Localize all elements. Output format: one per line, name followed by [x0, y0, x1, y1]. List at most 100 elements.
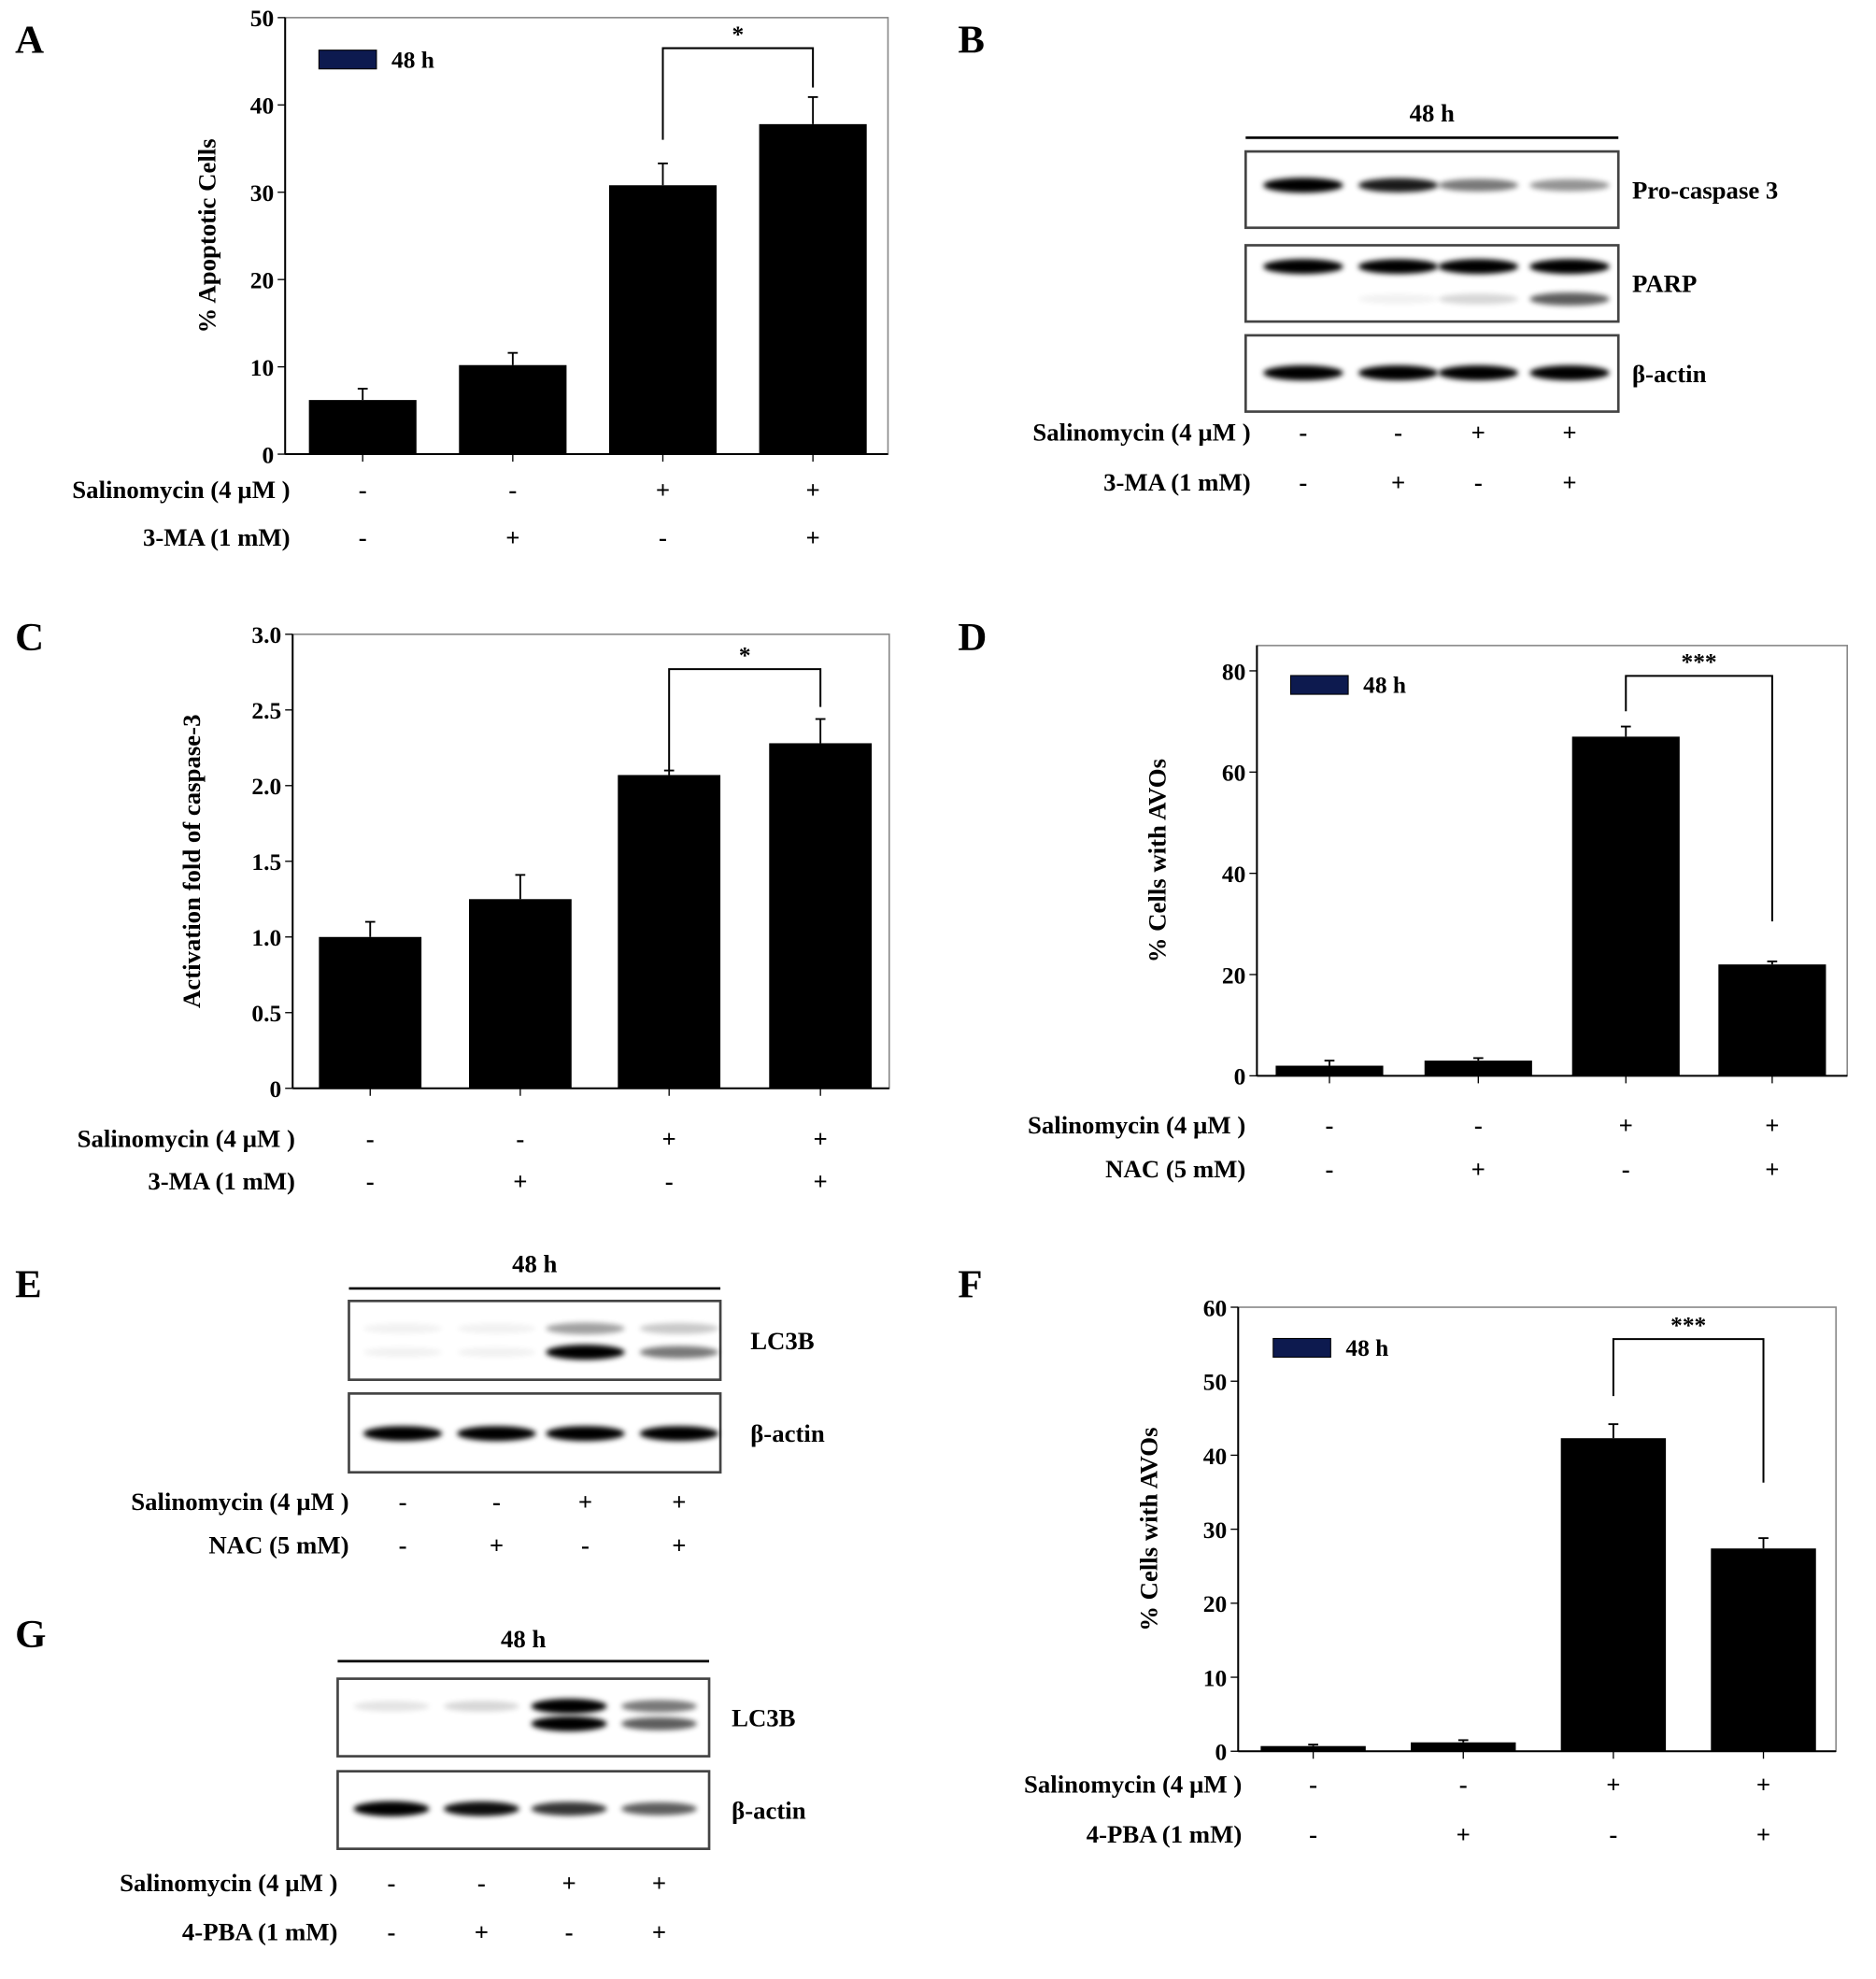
y-tick-label: 20 [1222, 961, 1245, 989]
treatment-mark: - [1459, 1770, 1468, 1798]
y-tick-label: 20 [1203, 1590, 1227, 1617]
treatment-label: 4-PBA (1 mM) [182, 1917, 338, 1945]
treatment-mark: + [1471, 418, 1485, 446]
significance-label: * [739, 641, 751, 668]
blot-band [353, 1701, 430, 1712]
treatment-mark: + [1391, 468, 1405, 496]
bar [469, 899, 572, 1089]
treatment-mark: - [477, 1869, 486, 1897]
treatment-mark: + [1756, 1770, 1770, 1798]
blot-band [1357, 293, 1439, 305]
treatment-mark: + [1765, 1111, 1779, 1139]
treatment-mark: - [366, 1167, 375, 1195]
panel-label: G [15, 1613, 46, 1657]
chart-panel-F: F 0 10 20 30 40 50 60 % Cells with AVOs 48 h *** Sa… [958, 1262, 1837, 1848]
protein-label: β-actin [1632, 360, 1707, 388]
blot-band [639, 1345, 719, 1359]
y-tick-label: 0 [262, 441, 274, 468]
treatment-label: Salinomycin (4 µM ) [131, 1488, 348, 1516]
blot-header: 48 h [501, 1625, 546, 1653]
significance-bracket [661, 47, 815, 140]
treatment-mark: - [388, 1869, 396, 1897]
treatment-mark: - [581, 1531, 590, 1559]
blot-header: 48 h [1410, 99, 1455, 127]
panel-label: E [15, 1262, 42, 1306]
treatment-mark: + [1619, 1111, 1633, 1139]
treatment-label: 4-PBA (1 mM) [1087, 1820, 1243, 1848]
bar [1711, 1548, 1816, 1752]
chart-panel-C: C 0 0.5 1.0 1.5 2.0 2.5 3.0 Activation fold of c… [15, 616, 890, 1195]
panel-label: A [15, 18, 44, 62]
treatment-mark: + [1471, 1155, 1485, 1183]
bar [759, 123, 867, 455]
blot-band [353, 1801, 430, 1816]
treatment-mark: - [1326, 1111, 1334, 1139]
y-tick-label: 0 [1234, 1063, 1246, 1090]
blot-band [457, 1346, 536, 1358]
treatment-mark: + [672, 1488, 686, 1516]
chart-panel-A: A 0 10 20 30 40 50 % Apoptotic Cells 48 h * Salino… [15, 5, 889, 551]
panel-label: F [958, 1262, 982, 1306]
treatment-mark: - [1299, 418, 1307, 446]
treatment-mark: + [1606, 1770, 1620, 1798]
blot-band [620, 1801, 697, 1815]
treatment-mark: - [359, 476, 367, 504]
blot-band [531, 1699, 607, 1715]
blot-band [546, 1345, 625, 1360]
bar [319, 936, 422, 1089]
treatment-mark: + [806, 523, 820, 551]
blot-box [1244, 244, 1620, 323]
y-tick-label: 10 [1203, 1664, 1227, 1691]
treatment-label: 3-MA (1 mM) [1103, 468, 1251, 496]
y-tick-label: 60 [1203, 1294, 1227, 1321]
treatment-mark: + [672, 1531, 686, 1559]
treatment-mark: - [1326, 1155, 1334, 1183]
y-tick-label: 0.5 [251, 1000, 281, 1027]
panel-label: C [15, 616, 44, 660]
significance-bracket [1625, 675, 1773, 922]
treatment-mark: + [1562, 468, 1576, 496]
treatment-mark: + [1765, 1155, 1779, 1183]
significance-bracket [668, 668, 822, 771]
protein-label: β-actin [750, 1419, 825, 1447]
protein-label: β-actin [732, 1797, 806, 1825]
y-tick-label: 60 [1222, 760, 1245, 787]
blot-band [546, 1322, 625, 1335]
treatment-mark: - [399, 1531, 407, 1559]
bar [769, 743, 873, 1089]
y-tick-label: 30 [1203, 1516, 1227, 1544]
protein-label: LC3B [732, 1703, 796, 1731]
treatment-mark: - [492, 1488, 501, 1516]
legend-swatch [318, 50, 377, 70]
y-tick-label: 40 [1203, 1443, 1227, 1470]
bar [459, 364, 567, 455]
treatment-mark: + [814, 1125, 828, 1153]
treatment-mark: + [652, 1869, 666, 1897]
treatment-mark: + [578, 1488, 592, 1516]
bar [1275, 1065, 1384, 1076]
blot-band [531, 1801, 607, 1816]
treatment-mark: - [366, 1125, 375, 1153]
y-tick-label: 20 [250, 267, 274, 294]
blot-band [443, 1801, 519, 1816]
treatment-mark: + [513, 1167, 527, 1195]
treatment-mark: - [1299, 468, 1307, 496]
treatment-mark: - [1309, 1770, 1317, 1798]
blot-band [1529, 259, 1610, 275]
treatment-label: NAC (5 mM) [1105, 1155, 1245, 1183]
treatment-mark: - [1394, 418, 1402, 446]
bar [1411, 1742, 1516, 1752]
blot-band [1438, 178, 1519, 192]
treatment-mark: - [565, 1917, 574, 1945]
treatment-label: Salinomycin (4 µM ) [1032, 418, 1250, 446]
y-tick-label: 2.5 [251, 697, 281, 724]
treatment-mark: - [516, 1125, 524, 1153]
y-tick-label: 40 [1222, 861, 1245, 888]
legend-label: 48 h [391, 46, 434, 73]
protein-label: PARP [1632, 270, 1697, 298]
blot-band [620, 1700, 697, 1713]
treatment-mark: + [1562, 418, 1576, 446]
blot-panel-G: G 48 h LC3B β-actin Salinomycin (4 µM ) - - + +4… [15, 1613, 806, 1945]
significance-bracket [1612, 1338, 1765, 1483]
